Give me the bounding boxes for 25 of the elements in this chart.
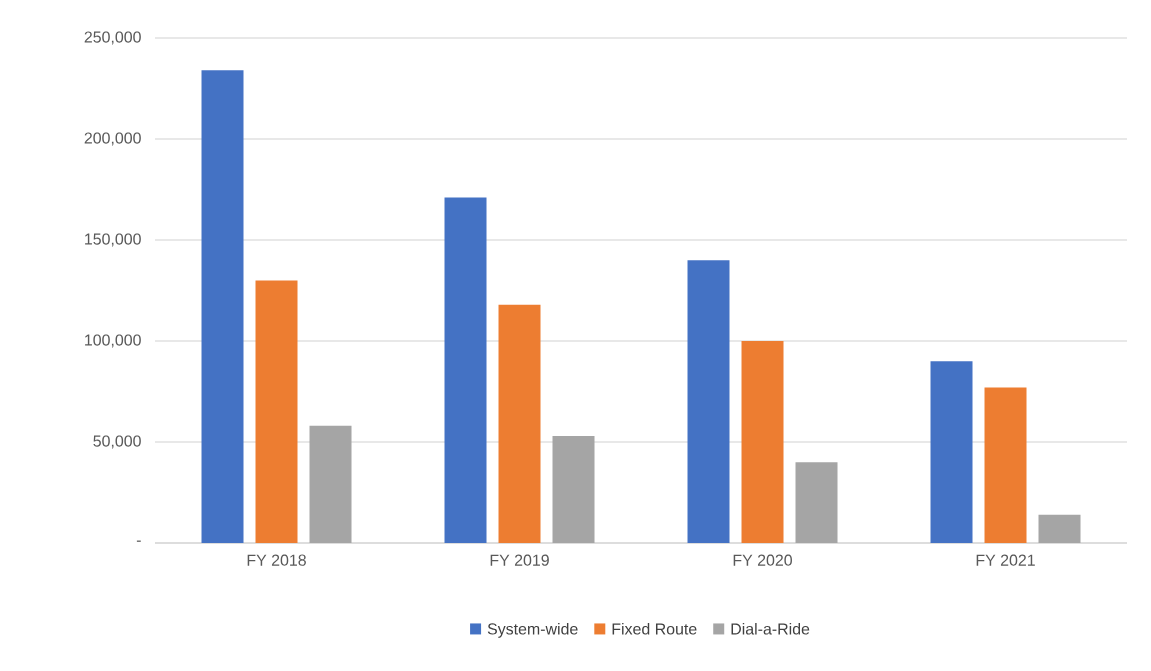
x-tick-label: FY 2021: [976, 554, 1035, 566]
legend-label: Fixed Route: [612, 622, 697, 635]
bar: [795, 462, 838, 543]
y-tick-label: 200,000: [84, 132, 141, 146]
bar: [1038, 514, 1081, 543]
bar: [498, 304, 541, 543]
x-tick-label: FY 2020: [733, 554, 792, 566]
bar: [309, 425, 352, 543]
bar: [930, 361, 973, 543]
legend-label: System-wide: [487, 622, 578, 638]
bar: [444, 197, 487, 543]
y-tick-label: 250,000: [84, 31, 141, 45]
y-tick-label: 150,000: [85, 233, 141, 247]
bar: [552, 435, 595, 543]
y-tick-label: 50,000: [93, 435, 141, 449]
bar: [255, 280, 298, 543]
bar: [201, 70, 244, 543]
legend-label: Dial-a-Ride: [731, 622, 810, 635]
bar: [687, 260, 730, 543]
y-tick-label: -: [136, 540, 141, 542]
bar: [741, 340, 784, 543]
y-tick-label: 100,000: [85, 334, 141, 348]
bar: [984, 387, 1027, 543]
x-tick-label: FY 2019: [490, 554, 549, 566]
x-tick-label: FY 2018: [247, 554, 306, 566]
